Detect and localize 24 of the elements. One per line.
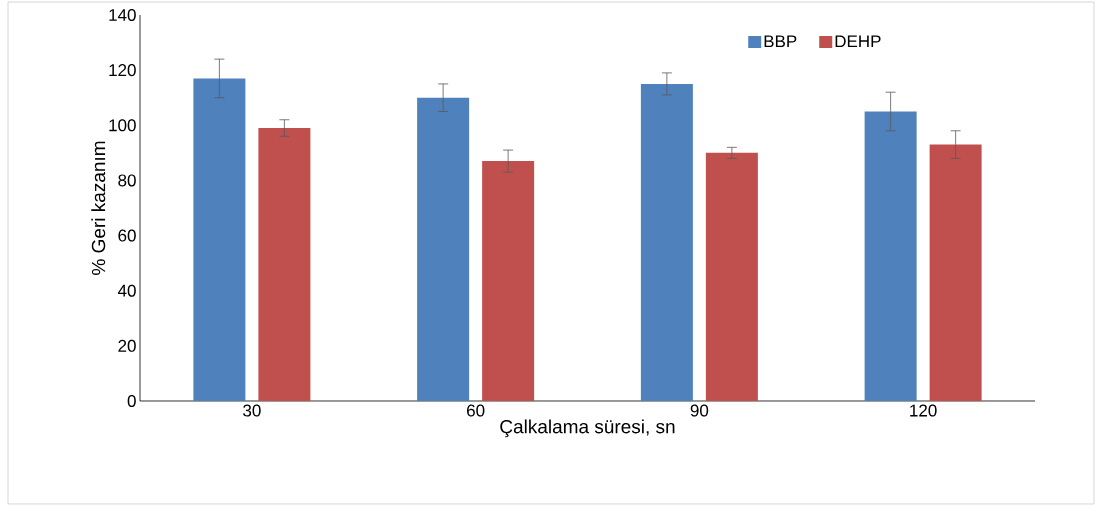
x-tick-label: 30 [243,404,261,417]
legend-label: DEHP [835,35,881,48]
y-tick-label: 80 [118,174,136,187]
x-tick-label: 90 [690,404,709,417]
bar [482,161,535,401]
x-axis-title: Çalkalama süresi, sn [500,419,675,438]
bar [193,78,246,401]
y-tick-label: 100 [109,119,136,132]
bar [929,144,982,401]
bar [705,152,758,401]
y-tick-label: 120 [109,64,136,77]
legend-label: BBP [764,35,797,48]
x-tick-label: 60 [467,404,485,417]
x-tick-label: 120 [910,404,937,417]
bar [864,111,917,401]
bar [640,83,693,401]
y-tick-label: 140 [109,8,136,22]
bar [258,128,311,401]
y-tick-label: 0 [127,394,136,408]
bar [417,97,470,401]
y-tick-label: 20 [118,339,136,352]
y-axis-title: % Geri kazanım [91,141,106,275]
y-tick-label: 40 [117,284,136,297]
y-tick-label: 60 [118,229,136,242]
